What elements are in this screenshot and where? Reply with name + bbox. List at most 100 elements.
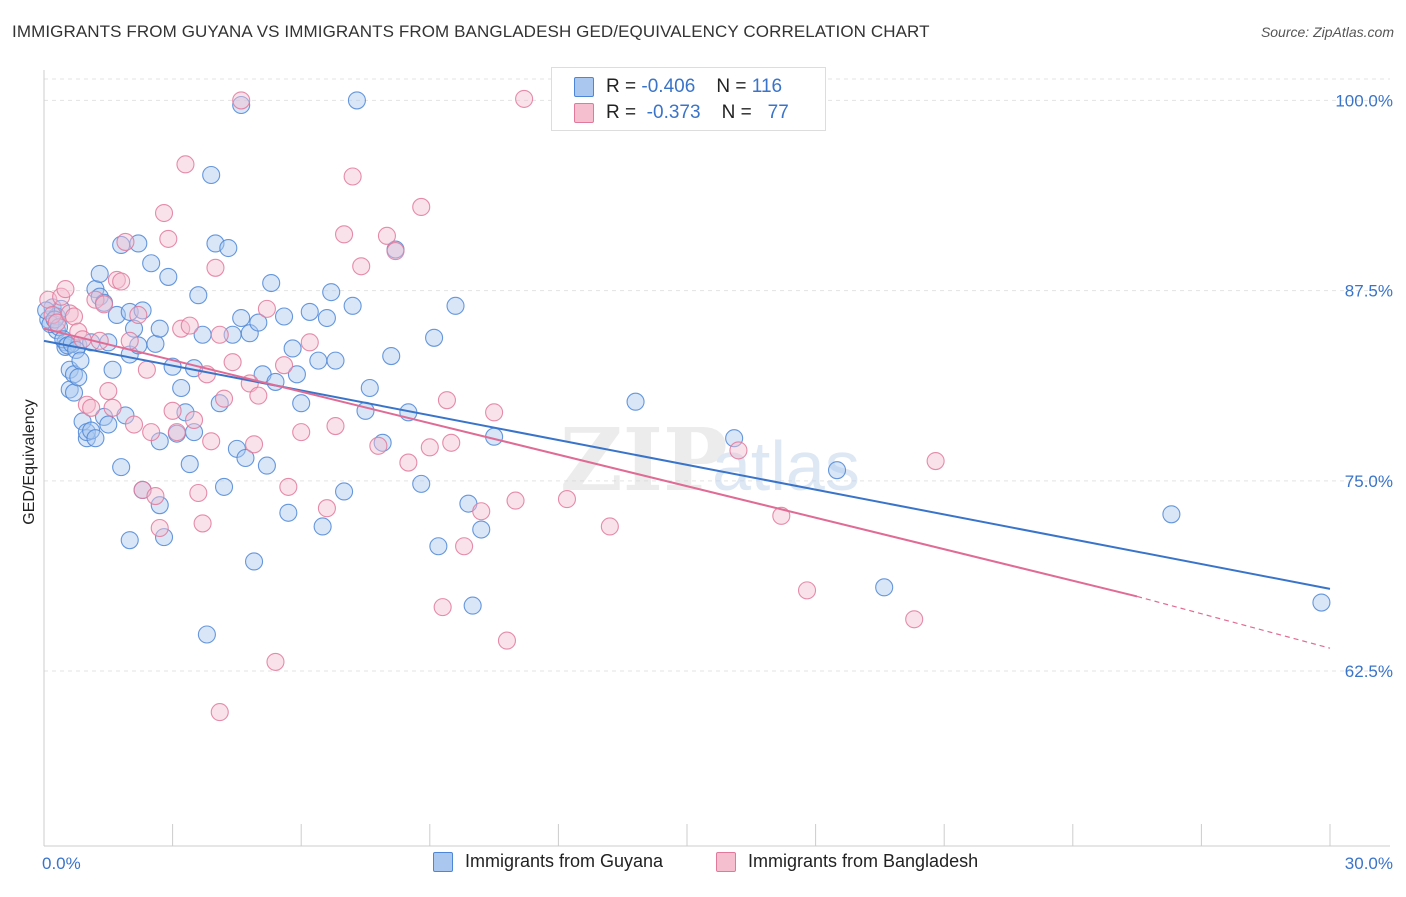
bangladesh-swatch	[574, 103, 594, 123]
guyana-point	[292, 394, 311, 413]
bangladesh-point	[455, 537, 474, 556]
bangladesh-point	[275, 356, 294, 375]
guyana-point	[103, 360, 122, 379]
bangladesh-point	[300, 333, 319, 352]
legend-r-label: R =	[606, 76, 637, 97]
legend-n-label: N =	[721, 102, 752, 123]
bangladesh-point	[772, 506, 791, 525]
guyana-point	[86, 429, 105, 448]
bangladesh-points	[39, 89, 945, 722]
bangladesh-point	[94, 295, 114, 314]
bangladesh-point	[210, 325, 229, 344]
bangladesh-point	[317, 499, 336, 518]
bangladesh-point	[557, 490, 577, 509]
guyana-point	[275, 307, 294, 326]
guyana-point	[150, 496, 169, 515]
bangladesh-point	[180, 316, 199, 335]
bangladesh-point	[926, 451, 945, 471]
bangladesh-point	[797, 581, 817, 600]
guyana-point	[120, 531, 139, 550]
guyana-point	[214, 477, 234, 496]
bangladesh-point	[244, 435, 264, 454]
bangladesh-point	[386, 242, 405, 261]
guyana-point	[197, 625, 216, 644]
bangladesh-point	[150, 518, 169, 538]
tick-labels: 100.0% 87.5% 75.0% 62.5% 0.0% 30.0%	[42, 91, 1393, 873]
legend-row-guyana: R = -0.406 N = 116	[574, 75, 782, 99]
guyana-point	[112, 458, 131, 477]
guyana-point	[124, 319, 144, 338]
bangladesh-point	[343, 167, 362, 186]
guyana-point	[71, 351, 90, 370]
bangladesh-point	[335, 225, 354, 244]
guyana-point	[202, 165, 221, 185]
bangladesh-point	[99, 382, 118, 401]
bangladesh-point	[116, 232, 135, 251]
bangladesh-point	[232, 91, 251, 110]
bangladesh-point	[154, 203, 174, 223]
guyana-point	[1162, 505, 1181, 524]
bangladesh-point	[377, 226, 396, 245]
legend-r-value: -0.373	[646, 102, 701, 123]
bangladesh-point	[163, 401, 182, 420]
guyana-trendline	[43, 339, 1331, 590]
guyana-point	[249, 313, 268, 332]
bangladesh-point	[146, 486, 165, 506]
x-tick-label: 0.0%	[42, 854, 81, 873]
guyana-point	[326, 351, 345, 370]
bangladesh-point	[120, 331, 139, 350]
guyana-legend-swatch	[433, 851, 453, 872]
guyana-point	[262, 273, 281, 293]
guyana-point	[287, 365, 306, 384]
y-tick-label: 62.5%	[1345, 662, 1393, 681]
bangladesh-point	[184, 410, 204, 430]
guyana-point	[244, 552, 264, 571]
guyana-point	[189, 286, 208, 305]
guyana-point	[317, 308, 336, 328]
bangladesh-point	[266, 652, 285, 671]
y-tick-label: 75.0%	[1345, 472, 1393, 491]
guyana-point	[463, 596, 482, 615]
trendlines	[43, 327, 1331, 649]
guyana-point	[159, 267, 178, 286]
guyana-point	[446, 296, 465, 315]
guyana-point	[360, 378, 379, 398]
legend-row-bangladesh: R = -0.373 N = 77	[574, 101, 789, 125]
guyana-point	[425, 328, 444, 347]
guyana-point	[343, 296, 362, 315]
guyana-point	[322, 283, 341, 302]
watermark-zip: ZIP	[560, 410, 728, 511]
guyana-swatch	[574, 77, 594, 97]
guyana-point	[90, 264, 109, 283]
bangladesh-point	[472, 502, 491, 521]
bangladesh-point	[515, 89, 534, 108]
bangladesh-point	[86, 290, 105, 309]
bangladesh-point	[600, 517, 619, 536]
legend-r-label: R =	[606, 102, 637, 123]
guyana-point	[429, 537, 448, 556]
legend-n-value: 116	[751, 76, 783, 97]
bangladesh-point	[442, 433, 461, 452]
y-axis-label-wrap: GED/Equivalency	[12, 0, 42, 897]
bangladesh-legend-label: Immigrants from Bangladesh	[748, 851, 979, 871]
bangladesh-point	[214, 389, 234, 408]
bottom-legend-bangladesh: Immigrants from Bangladesh	[716, 851, 978, 872]
watermark: ZIP atlas	[560, 410, 860, 511]
bangladesh-point	[64, 307, 84, 326]
guyana-point	[232, 95, 251, 115]
guyana-point	[1312, 593, 1331, 612]
bangladesh-point	[437, 391, 456, 410]
bangladesh-point	[485, 403, 504, 422]
axes	[43, 70, 1390, 847]
bangladesh-point	[112, 272, 131, 291]
bangladesh-point	[326, 416, 345, 436]
bangladesh-point	[202, 432, 221, 451]
bangladesh-trendline-extrapolated	[1136, 595, 1331, 649]
legend-n-label: N =	[716, 76, 747, 97]
chart-source: Source: ZipAtlas.com	[1260, 24, 1394, 40]
bangladesh-point	[497, 631, 517, 650]
bangladesh-point	[159, 229, 178, 248]
bangladesh-point	[433, 598, 452, 617]
bangladesh-point	[223, 353, 242, 372]
gridlines	[44, 78, 1390, 672]
